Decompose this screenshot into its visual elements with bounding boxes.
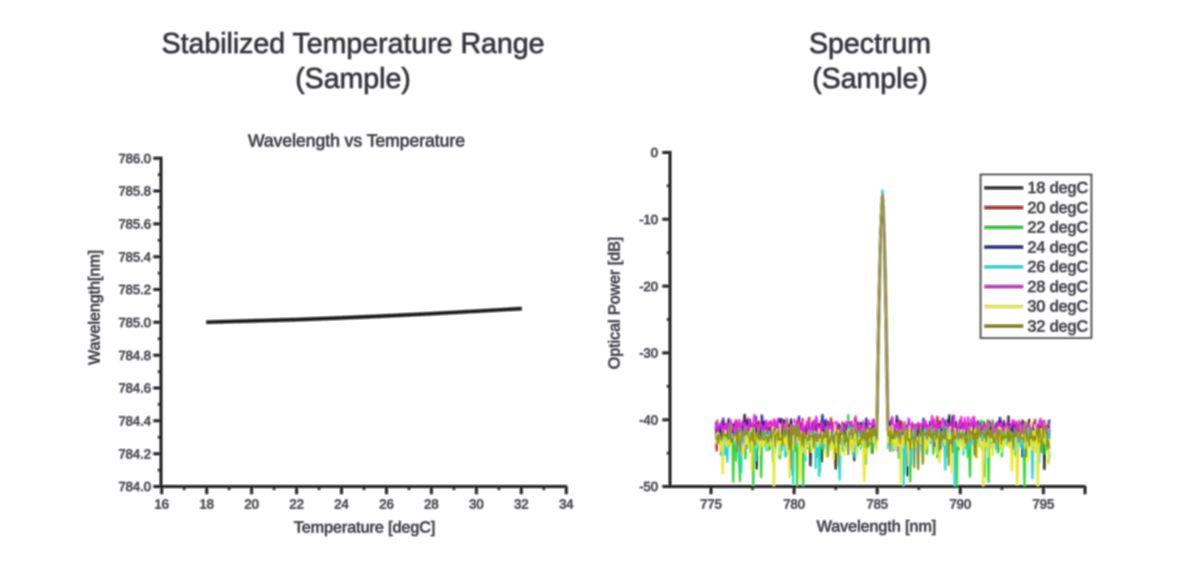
svg-text:18: 18 xyxy=(199,497,213,512)
svg-text:(Sample): (Sample) xyxy=(812,63,928,95)
svg-text:Wavelength [nm]: Wavelength [nm] xyxy=(817,519,936,536)
svg-text:26 degC: 26 degC xyxy=(1028,259,1089,276)
svg-text:Stabilized Temperature Range: Stabilized Temperature Range xyxy=(162,28,545,60)
svg-text:784.6: 784.6 xyxy=(118,381,151,396)
svg-text:18 degC: 18 degC xyxy=(1028,180,1089,197)
svg-text:785.2: 785.2 xyxy=(118,282,151,297)
svg-text:-30: -30 xyxy=(639,346,658,361)
svg-text:22 degC: 22 degC xyxy=(1028,220,1089,237)
svg-text:26: 26 xyxy=(379,497,393,512)
svg-text:30 degC: 30 degC xyxy=(1028,299,1089,316)
svg-text:784.0: 784.0 xyxy=(118,479,151,494)
svg-text:22: 22 xyxy=(289,497,303,512)
svg-text:32: 32 xyxy=(514,497,528,512)
svg-text:Wavelength[nm]: Wavelength[nm] xyxy=(87,250,104,365)
svg-text:-40: -40 xyxy=(639,412,658,427)
svg-text:785.6: 785.6 xyxy=(118,217,151,232)
svg-text:775: 775 xyxy=(700,497,722,512)
svg-text:20: 20 xyxy=(244,497,258,512)
svg-text:785: 785 xyxy=(866,497,888,512)
svg-text:784.2: 784.2 xyxy=(118,446,151,461)
svg-text:784.4: 784.4 xyxy=(118,414,151,429)
svg-text:30: 30 xyxy=(469,497,483,512)
svg-text:24: 24 xyxy=(334,497,348,512)
svg-text:(Sample): (Sample) xyxy=(295,63,411,95)
svg-text:785.4: 785.4 xyxy=(118,249,151,264)
svg-text:Spectrum: Spectrum xyxy=(809,28,931,60)
svg-text:785.0: 785.0 xyxy=(118,315,151,330)
svg-text:28 degC: 28 degC xyxy=(1028,279,1089,296)
svg-text:16: 16 xyxy=(154,497,168,512)
svg-text:790: 790 xyxy=(949,497,971,512)
svg-text:780: 780 xyxy=(783,497,805,512)
svg-text:-10: -10 xyxy=(639,212,658,227)
svg-text:0: 0 xyxy=(651,145,658,160)
svg-text:32 degC: 32 degC xyxy=(1028,318,1089,335)
svg-text:28: 28 xyxy=(424,497,438,512)
svg-text:Wavelength vs Temperature: Wavelength vs Temperature xyxy=(248,131,465,151)
svg-text:24 degC: 24 degC xyxy=(1028,239,1089,256)
svg-text:34: 34 xyxy=(559,497,573,512)
svg-text:20 degC: 20 degC xyxy=(1028,200,1089,217)
svg-text:784.8: 784.8 xyxy=(118,348,151,363)
svg-text:785.8: 785.8 xyxy=(118,184,151,199)
svg-text:Temperature [degC]: Temperature [degC] xyxy=(294,520,435,537)
svg-text:-20: -20 xyxy=(639,279,658,294)
svg-text:Optical Power [dB]: Optical Power [dB] xyxy=(607,237,624,370)
svg-text:786.0: 786.0 xyxy=(118,151,151,166)
svg-text:-50: -50 xyxy=(639,479,658,494)
svg-text:795: 795 xyxy=(1033,497,1055,512)
